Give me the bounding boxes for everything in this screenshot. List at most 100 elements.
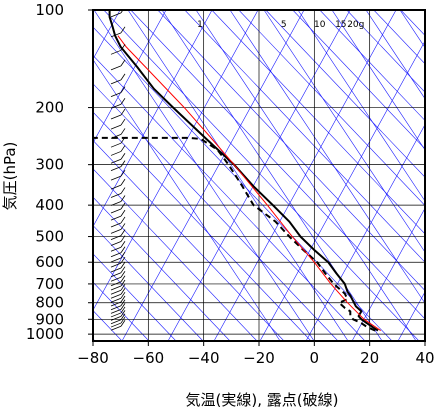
background-line: [93, 140, 285, 341]
wind-barb: [110, 305, 122, 311]
wind-barb: [110, 316, 122, 321]
wind-barb: [110, 325, 122, 331]
wind-barb: [120, 246, 126, 253]
wind-barb: [110, 272, 122, 278]
y-tick-label: 800: [35, 294, 64, 312]
background-line: [195, 10, 417, 341]
wind-barb: [120, 195, 126, 202]
wind-barb: [120, 153, 126, 160]
wind-barb: [110, 142, 122, 148]
wind-barb: [110, 12, 122, 18]
mixing-ratio-label: 20g: [347, 20, 364, 30]
mixing-ratio-label: 10: [314, 20, 326, 30]
background-line: [259, 40, 425, 341]
background-line: [292, 10, 425, 150]
wind-barb: [110, 193, 122, 198]
mixing-ratio-label: 1: [197, 20, 203, 30]
background-line: [103, 10, 420, 341]
background-line: [229, 10, 425, 304]
background-line: [365, 10, 425, 100]
background-line: [121, 10, 305, 341]
axes: −80 −60 −40 −20 0 20 40 100 200 300 400 500 600 70080…: [26, 1, 435, 367]
wind-barb: [110, 103, 122, 109]
background-line: [319, 10, 425, 121]
wind-barb: [120, 256, 126, 264]
wind-barb: [120, 251, 126, 259]
wind-barb: [120, 283, 126, 291]
y-axis-title: 気圧(hPa): [1, 142, 19, 211]
wind-barb: [110, 215, 122, 221]
background-line: [93, 281, 150, 341]
background-line: [211, 10, 425, 235]
wind-barb: [120, 145, 126, 152]
x-tick-label: −80: [77, 349, 109, 367]
wind-barb: [120, 118, 126, 126]
wind-barb: [110, 32, 122, 38]
x-tick-label: 40: [415, 349, 434, 367]
wind-barb: [120, 299, 126, 306]
wind-barb: [110, 235, 122, 240]
wind-barb: [120, 136, 126, 144]
wind-barb: [110, 297, 122, 303]
y-tick-label: 500: [35, 228, 64, 246]
x-tick-label: −40: [188, 349, 220, 367]
wind-barb: [120, 266, 126, 273]
y-tick-label: 300: [35, 156, 64, 174]
wind-barb: [120, 178, 126, 186]
x-tick-label: 20: [360, 349, 379, 367]
background-line: [213, 10, 397, 341]
wind-barb: [110, 166, 122, 171]
wind-barb: [120, 44, 126, 51]
wind-barb: [120, 26, 126, 34]
wind-barb: [120, 160, 126, 167]
wind-barb: [120, 209, 126, 217]
grid: [93, 10, 425, 341]
wind-barb: [110, 184, 122, 190]
wind-barb: [110, 92, 122, 97]
background-line: [161, 10, 383, 341]
background-lines: [93, 10, 435, 341]
wind-barb: [110, 293, 122, 299]
wind-barb: [110, 309, 122, 314]
wind-barb: [120, 73, 126, 81]
y-tick-label: 900: [35, 310, 64, 328]
background-line: [93, 10, 259, 311]
background-line: [157, 10, 425, 292]
background-line: [265, 10, 425, 178]
wind-barb: [120, 288, 126, 295]
background-line: [331, 10, 425, 151]
wind-barb: [120, 261, 126, 269]
wind-barb: [110, 79, 122, 85]
wind-barb: [110, 301, 122, 307]
background-line: [93, 59, 281, 341]
background-line: [130, 10, 425, 320]
background-line: [93, 10, 167, 144]
background-line: [428, 10, 435, 341]
x-tick-label: 0: [310, 349, 320, 367]
wind-barb: [120, 223, 126, 230]
background-line: [351, 207, 425, 341]
y-tick-label: 1000: [26, 325, 64, 343]
background-line: [93, 54, 366, 341]
background-line: [93, 225, 204, 341]
wind-barb: [110, 276, 122, 282]
wind-barb: [110, 134, 122, 139]
y-tick-label: 200: [35, 99, 64, 117]
wind-barb: [120, 316, 126, 324]
wind-barb: [120, 202, 126, 210]
background-line: [93, 83, 339, 341]
wind-barb: [120, 279, 126, 287]
background-line: [93, 111, 312, 341]
dewpoint-line: [93, 136, 376, 332]
wind-barb: [110, 257, 122, 263]
wind-barb: [110, 114, 122, 120]
background-line: [346, 10, 425, 93]
wind-barb: [120, 275, 126, 282]
x-axis-title: 気温(実線), 露点(破線): [186, 391, 339, 409]
wind-barb: [110, 241, 122, 246]
wind-barb: [110, 262, 122, 268]
wind-barb: [110, 151, 122, 156]
x-tick-label: −60: [133, 349, 165, 367]
background-line: [93, 10, 315, 341]
